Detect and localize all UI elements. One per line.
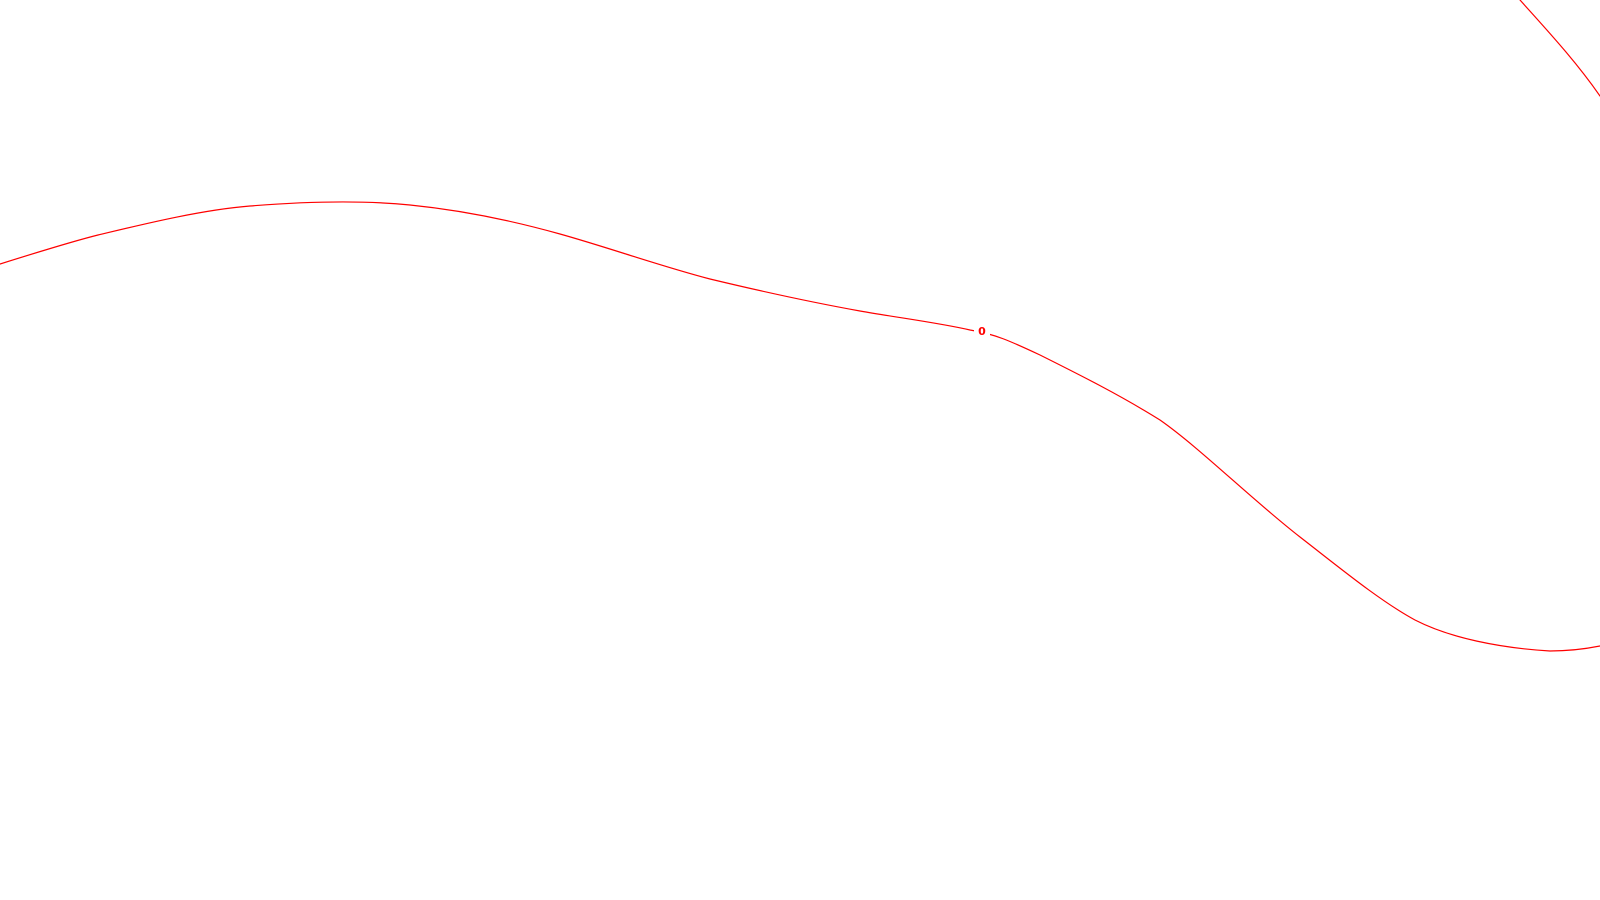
contour-line-main (0, 201, 1600, 652)
contour-label-halo (974, 325, 990, 339)
contour-label-zero: 0 (978, 325, 986, 338)
contour-line-corner (1519, 0, 1600, 97)
